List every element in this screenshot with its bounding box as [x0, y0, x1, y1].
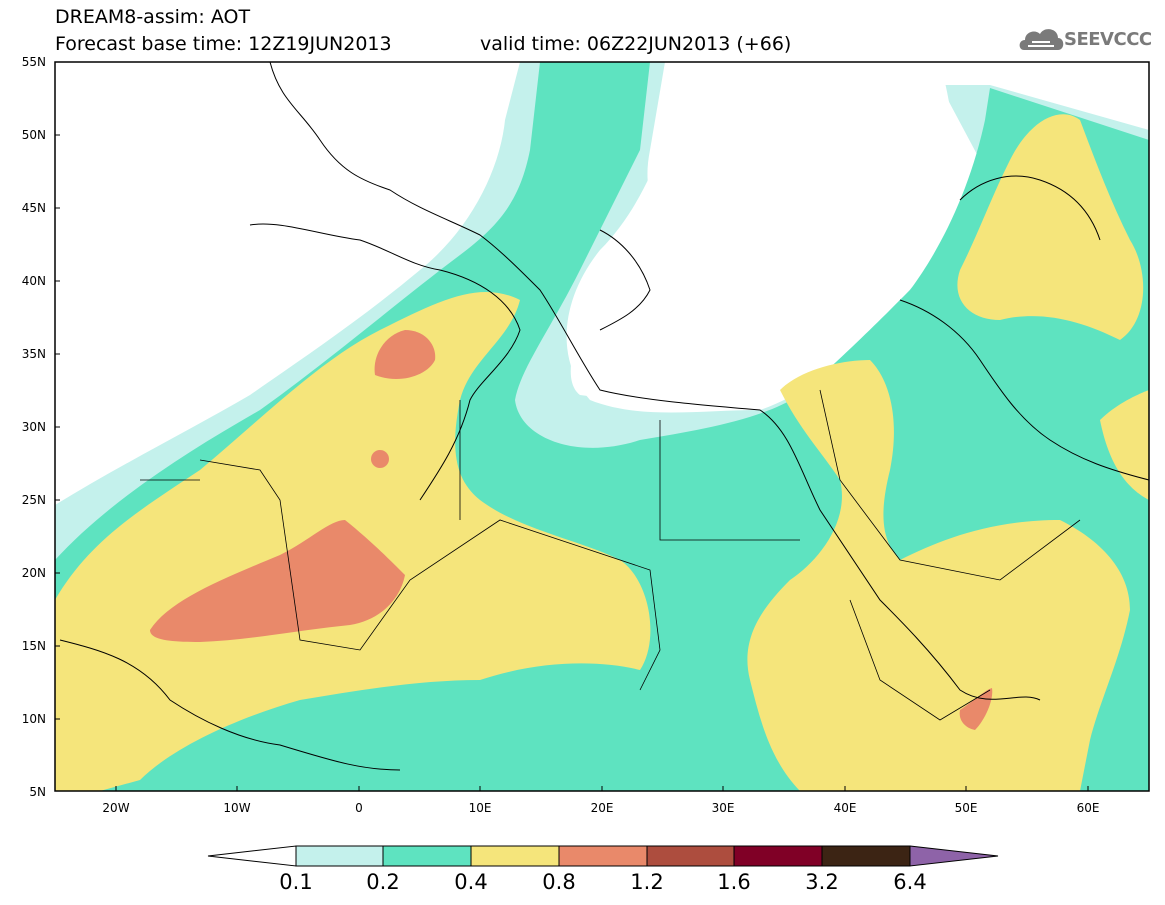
colorbar-bin-1: [296, 846, 383, 866]
colorbar-bin-7: [822, 846, 910, 866]
colorbar-arrow-low: [208, 846, 296, 866]
lat-label-30n: 30N: [0, 420, 46, 434]
lat-label-25n: 25N: [0, 493, 46, 507]
colorbar-label-6.4: 6.4: [880, 870, 940, 894]
lat-label-50n: 50N: [0, 128, 46, 142]
lat-label-40n: 40N: [0, 274, 46, 288]
aot-map: [0, 0, 1165, 905]
colorbar-bin-3: [471, 846, 559, 866]
aot-contour-0.8-spot: [371, 450, 389, 468]
lon-label-10e: 10E: [455, 801, 505, 815]
lon-label-10w: 10W: [212, 801, 262, 815]
colorbar-label-1.6: 1.6: [704, 870, 764, 894]
lon-label-40e: 40E: [820, 801, 870, 815]
lat-label-10n: 10N: [0, 712, 46, 726]
lat-label-20n: 20N: [0, 566, 46, 580]
colorbar-bin-4: [559, 846, 647, 866]
lon-label-0: 0: [334, 801, 384, 815]
colorbar: [208, 846, 998, 866]
lon-label-60e: 60E: [1063, 801, 1113, 815]
colorbar-label-0.1: 0.1: [266, 870, 326, 894]
lon-label-20w: 20W: [91, 801, 141, 815]
lon-label-20e: 20E: [577, 801, 627, 815]
colorbar-label-0.4: 0.4: [441, 870, 501, 894]
colorbar-bin-5: [647, 846, 734, 866]
colorbar-label-3.2: 3.2: [792, 870, 852, 894]
colorbar-bin-6: [734, 846, 822, 866]
lat-label-35n: 35N: [0, 347, 46, 361]
lon-label-30e: 30E: [698, 801, 748, 815]
lat-label-5n: 5N: [0, 785, 46, 799]
colorbar-label-0.8: 0.8: [529, 870, 589, 894]
colorbar-arrow-high: [910, 846, 998, 866]
clean-air-eastern-europe: [647, 62, 954, 253]
lon-label-50e: 50E: [941, 801, 991, 815]
lat-label-55n: 55N: [0, 55, 46, 69]
colorbar-bin-2: [383, 846, 471, 866]
colorbar-label-0.2: 0.2: [353, 870, 413, 894]
lat-label-15n: 15N: [0, 639, 46, 653]
lat-label-45n: 45N: [0, 201, 46, 215]
colorbar-label-1.2: 1.2: [617, 870, 677, 894]
